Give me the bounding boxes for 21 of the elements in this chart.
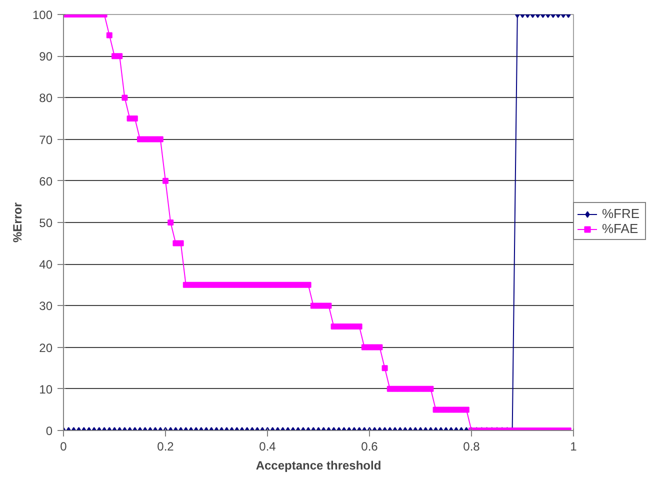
y-axis-title: %Error	[10, 202, 24, 243]
x-tick-label: 0.4	[259, 440, 276, 454]
y-tick-label: 90	[39, 50, 53, 64]
y-tick-label: 10	[39, 382, 53, 396]
x-tick-label: 1	[570, 440, 578, 454]
x-axis-title: Acceptance threshold	[256, 458, 382, 472]
x-tick-label: 0.6	[361, 440, 378, 454]
y-tick-label: 100	[32, 8, 53, 22]
y-tick-label: 20	[39, 340, 53, 355]
y-tick-label: 30	[39, 299, 53, 314]
y-tick-label: 60	[39, 174, 53, 188]
x-tick-label: 0.2	[157, 440, 174, 454]
x-tick-label: 0	[60, 440, 68, 454]
y-tick-label: 40	[39, 258, 53, 272]
y-tick-label: 50	[39, 216, 53, 230]
y-tick-label: 0	[46, 424, 53, 438]
x-tick-label: 0.8	[463, 440, 480, 454]
y-tick-label: 70	[39, 132, 53, 147]
legend-label: %FAE	[602, 221, 640, 236]
y-tick-label: 80	[39, 91, 53, 106]
legend-label: %FRE	[602, 206, 641, 221]
